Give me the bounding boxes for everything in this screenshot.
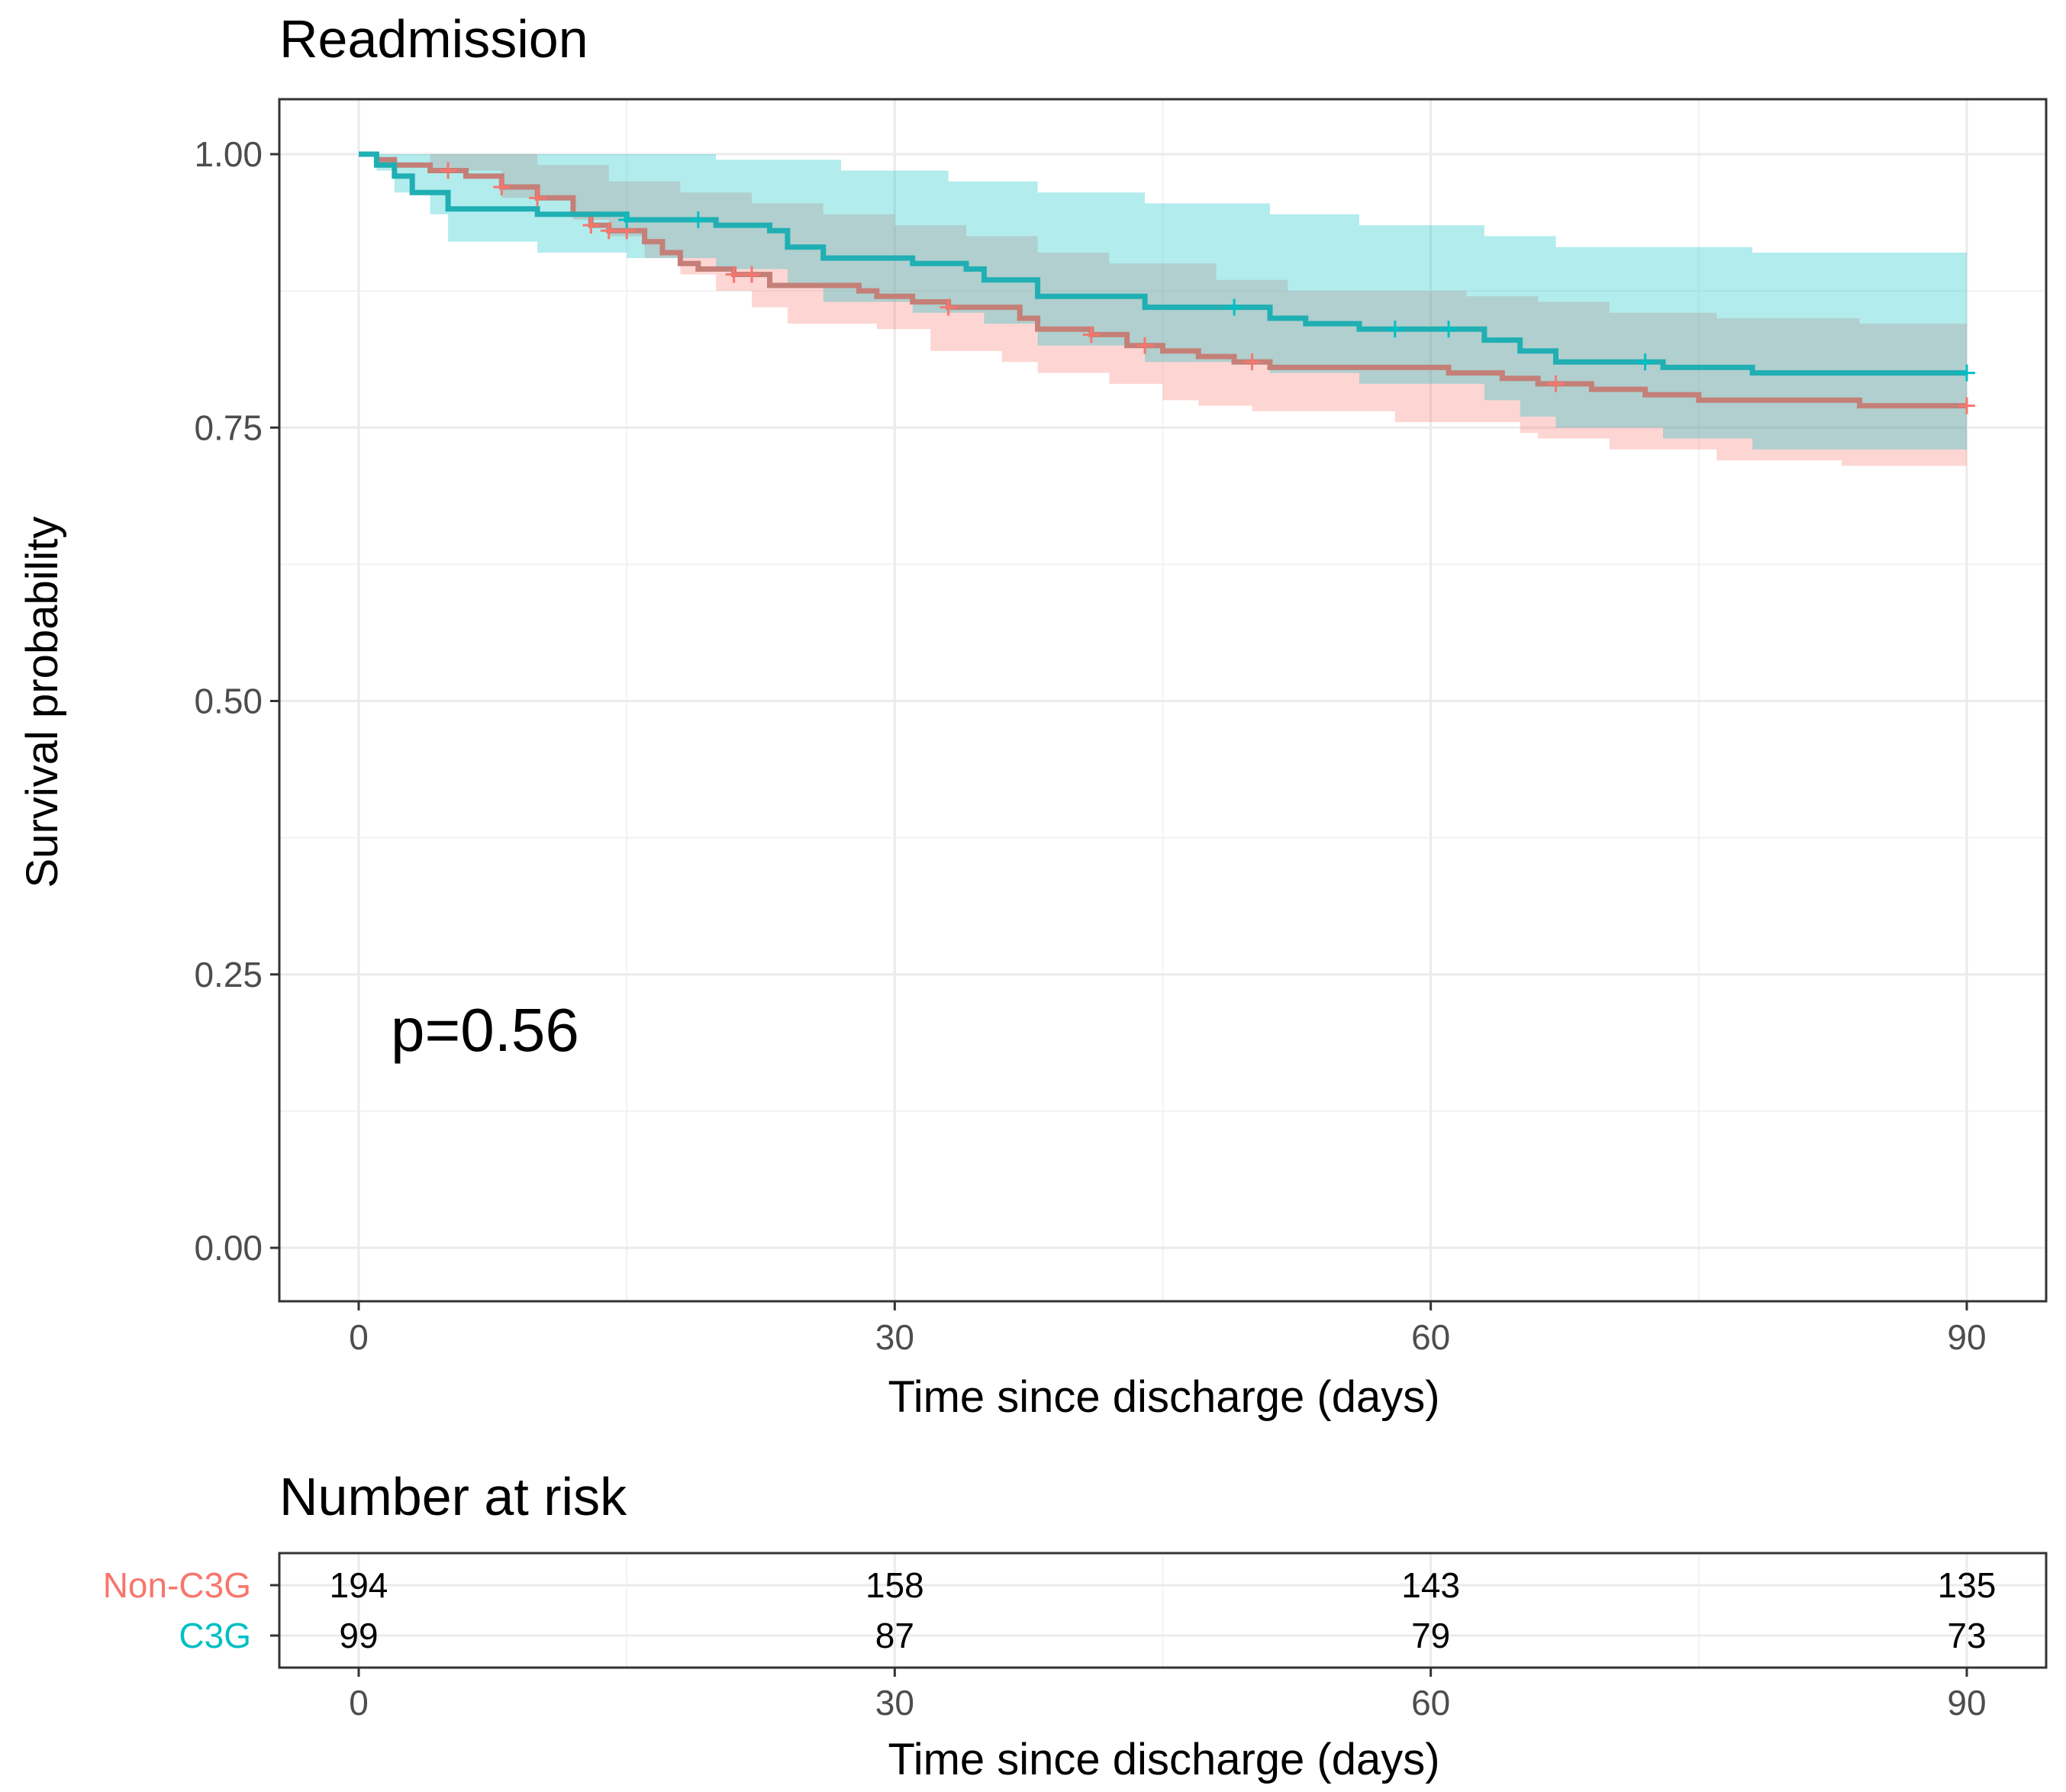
- censor-mark-non-c3g-0: [440, 162, 457, 179]
- risk-table-x-axis-label: Time since discharge (days): [888, 1735, 1439, 1784]
- main-gridlines: [279, 99, 2046, 1301]
- x-tick-label-0: 0: [349, 1317, 369, 1357]
- x-tick-label-2: 60: [1411, 1317, 1450, 1357]
- censor-mark-c3g-0: [618, 211, 636, 228]
- y-tick-label-2: 0.50: [194, 682, 263, 721]
- censor-mark-c3g-6: [1958, 364, 1975, 382]
- y-tick-label-0: 0.00: [194, 1228, 263, 1268]
- censor-mark-c3g-1: [689, 211, 707, 228]
- risk-table-title: Number at risk: [279, 1467, 627, 1526]
- censor-mark-non-c3g-11: [1243, 353, 1261, 371]
- y-tick-label-3: 0.75: [194, 408, 263, 447]
- censor-mark-non-c3g-13: [1958, 397, 1975, 414]
- risk-row-label-c3g: C3G: [179, 1616, 251, 1655]
- survival-plot-panel: p=0.56 0.00 0.25 0.50 0.75 1.00 0 30 60 90: [194, 98, 2048, 1357]
- censor-mark-non-c3g-8: [940, 298, 957, 316]
- censor-mark-non-c3g-3: [582, 217, 600, 234]
- censor-mark-c3g-5: [1636, 353, 1654, 371]
- risk-cell-non-c3g-1: 158: [865, 1565, 924, 1605]
- censor-mark-non-c3g-9: [1082, 326, 1100, 343]
- risk-cell-c3g-3: 73: [1947, 1616, 1986, 1655]
- risk-cell-c3g-0: 99: [339, 1616, 378, 1655]
- risk-x-tick-label-2: 60: [1411, 1683, 1450, 1723]
- risk-x-tick-label-0: 0: [349, 1683, 369, 1723]
- risk-table-axes: Non-C3G C3G 0 30 60 90: [103, 1565, 1987, 1723]
- y-axis-label: Survival probability: [18, 517, 67, 888]
- risk-cell-c3g-1: 87: [875, 1616, 914, 1655]
- risk-x-tick-label-1: 30: [875, 1683, 914, 1723]
- censor-mark-non-c3g-7: [743, 266, 761, 283]
- confidence-band-non-c3g: [359, 154, 1967, 466]
- censor-mark-non-c3g-6: [725, 266, 743, 283]
- x-axis-label: Time since discharge (days): [888, 1372, 1439, 1422]
- censor-mark-non-c3g-4: [600, 222, 617, 240]
- risk-table-panel: 194 158 143 135 99 87 79 73 Non-C3G C3G 0 30 60 90: [103, 1552, 2048, 1723]
- risk-cell-c3g-2: 79: [1411, 1616, 1450, 1655]
- censor-mark-non-c3g-1: [493, 178, 511, 195]
- censor-mark-non-c3g-2: [529, 189, 546, 207]
- confidence-bands: [359, 154, 1967, 466]
- chart-title: Readmission: [279, 9, 588, 69]
- survival-curve-c3g: [359, 151, 1967, 376]
- confidence-band-c3g: [359, 154, 1967, 450]
- x-tick-label-1: 30: [875, 1317, 914, 1357]
- risk-table-cells: 194 158 143 135 99 87 79 73: [330, 1565, 1997, 1655]
- risk-table-gridlines: [279, 1553, 2046, 1668]
- y-tick-label-1: 0.25: [194, 955, 263, 994]
- y-tick-label-4: 1.00: [194, 134, 263, 174]
- censor-mark-c3g-4: [1440, 321, 1458, 338]
- censor-mark-c3g-3: [1386, 321, 1404, 338]
- main-axes: 0.00 0.25 0.50 0.75 1.00 0 30 60 90: [194, 134, 1986, 1357]
- p-value-annotation: p=0.56: [391, 996, 579, 1064]
- risk-cell-non-c3g-2: 143: [1401, 1565, 1460, 1605]
- risk-row-label-non-c3g: Non-C3G: [103, 1565, 251, 1605]
- risk-table-border: [278, 1552, 2048, 1669]
- risk-x-tick-label-3: 90: [1947, 1683, 1986, 1723]
- censor-mark-c3g-2: [1226, 298, 1243, 316]
- risk-cell-non-c3g-0: 194: [330, 1565, 388, 1605]
- risk-cell-non-c3g-3: 135: [1938, 1565, 1997, 1605]
- censor-marks: [440, 162, 1975, 414]
- censor-mark-non-c3g-10: [1136, 337, 1154, 354]
- censor-mark-non-c3g-12: [1547, 375, 1565, 392]
- x-tick-label-3: 90: [1947, 1317, 1986, 1357]
